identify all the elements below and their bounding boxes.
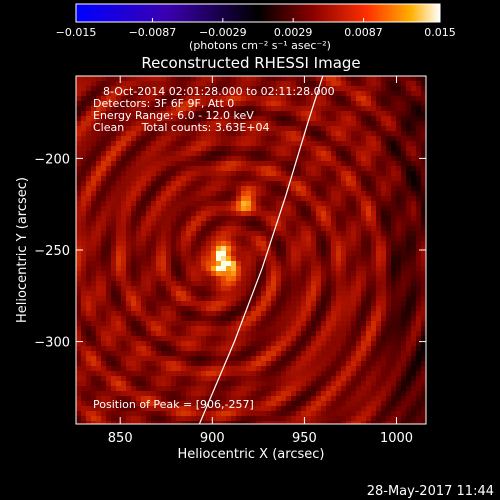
colorbar-tick-label: 0.0029 [274,26,313,39]
annotation-energy-range: Energy Range: 6.0 - 12.0 keV [93,109,254,122]
annotation-time-range: 8-Oct-2014 02:01:28.000 to 02:11:28.000 [103,85,335,98]
x-tick-label: 900 [200,431,225,446]
chart-title: Reconstructed RHESSI Image [141,54,360,72]
colorbar-tick-label: −0.015 [56,26,97,39]
y-tick-label: −300 [34,336,70,351]
x-axis-label: Heliocentric X (arcsec) [178,447,325,462]
colorbar-ticks: −0.015 −0.0087 −0.0029 0.0029 0.0087 0.015 [56,18,456,39]
axes: 850 900 950 1000 −200 −250 −300 [34,76,426,446]
colorbar-tick-label: −0.0029 [199,26,247,39]
footer-date: 28-May-2017 11:44 [367,484,494,499]
y-tick-label: −250 [34,244,70,259]
heatmap-pixels [76,76,426,424]
x-tick-label: 1000 [380,431,413,446]
colorbar-tick-label: 0.0087 [344,26,383,39]
annotation-clean-counts: Clean Total counts: 3.63E+04 [93,121,270,134]
y-axis-label: Heliocentric Y (arcsec) [15,177,30,323]
colorbar-tick-label: −0.0087 [129,26,177,39]
colorbar-tick-label: 0.015 [424,26,456,39]
x-tick-label: 850 [108,431,133,446]
colorbar [75,3,441,23]
solar-limb-curve [198,76,324,424]
y-tick-label: −200 [34,152,70,167]
annotation-detectors: Detectors: 3F 6F 9F, Att 0 [93,97,234,110]
x-tick-label: 950 [292,431,317,446]
colorbar-unit-label: (photons cm⁻² s⁻¹ asec⁻²) [189,39,331,52]
peak-position-label: Position of Peak = [906,-257] [93,398,254,411]
